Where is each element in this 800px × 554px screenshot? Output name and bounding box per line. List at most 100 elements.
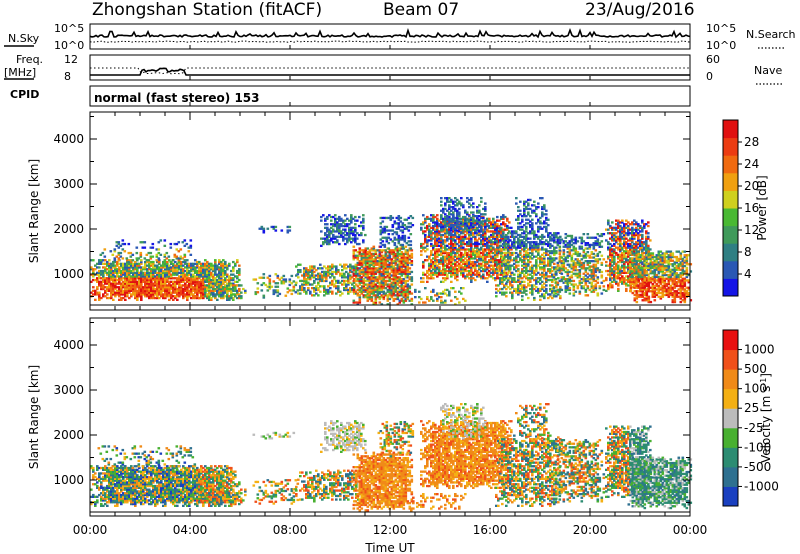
- power-cell-1035: [208, 277, 211, 280]
- power-cell-2634: [402, 301, 406, 304]
- power-cell-1091: [214, 264, 217, 267]
- power-cell-1073: [212, 269, 215, 273]
- power-cell-2758: [381, 220, 385, 223]
- power-cell-39: [98, 293, 101, 296]
- power-cell-755: [178, 289, 181, 292]
- power-cell-551: [156, 293, 159, 296]
- power-cell-476: [148, 293, 151, 296]
- power-cell-943: [198, 268, 201, 271]
- power-cell-3292: [452, 273, 455, 276]
- power-cell-1317: [147, 260, 151, 264]
- power-cell-3325: [454, 266, 457, 269]
- power-cell-127: [108, 259, 111, 262]
- power-cell-556: [156, 284, 159, 287]
- power-cell-3148: [440, 217, 443, 220]
- power-cell-880: [192, 287, 195, 291]
- power-cell-1469: [238, 296, 241, 300]
- power-cell-1990: [352, 239, 355, 242]
- power-cell-1378: [189, 244, 193, 247]
- power-cell-2437: [386, 299, 390, 302]
- power-cell-2780: [389, 238, 393, 241]
- power-cell-148: [112, 293, 115, 296]
- power-cell-3626: [476, 251, 479, 255]
- power-cell-3575: [472, 250, 475, 253]
- power-cell-3096: [436, 223, 439, 226]
- power-cell-3046: [434, 266, 437, 269]
- power-cell-3223: [446, 237, 449, 240]
- power-cell-3251: [448, 228, 451, 231]
- power-cell-1375: [187, 246, 191, 249]
- power-cell-1272: [113, 250, 117, 253]
- power-cell-2924: [420, 242, 423, 246]
- power-cell-2442: [386, 288, 390, 292]
- power-cell-3275: [450, 248, 453, 251]
- power-cell-863: [190, 286, 193, 289]
- power-cell-1510: [272, 291, 276, 294]
- power-cell-601: [160, 271, 163, 274]
- power-cell-644: [164, 262, 167, 265]
- power-cell-2513: [392, 283, 396, 286]
- power-cell-1089: [214, 268, 217, 271]
- power-cell-2815: [397, 216, 401, 220]
- power-cell-887: [192, 273, 195, 276]
- power-cell-4208: [484, 206, 487, 209]
- power-cell-2174: [364, 258, 368, 261]
- power-cell-2078: [356, 292, 360, 295]
- power-cell-517: [152, 289, 155, 292]
- power-cell-2511: [392, 287, 396, 290]
- power-cell-2242: [370, 287, 374, 290]
- power-cell-1389: [198, 289, 201, 292]
- power-cell-3540: [470, 264, 473, 267]
- power-cell-85: [104, 282, 107, 285]
- date-title: 23/Aug/2016: [585, 0, 695, 20]
- power-cell-3161: [442, 259, 445, 262]
- power-cell-2417: [384, 287, 388, 290]
- power-cell-227: [120, 273, 123, 276]
- power-cell-25: [96, 293, 99, 296]
- power-cell-2035: [262, 227, 266, 230]
- power-cell-1138: [220, 282, 223, 285]
- power-cell-1092: [214, 262, 217, 265]
- power-cell-2423: [384, 270, 388, 274]
- power-cell-3542: [470, 260, 473, 264]
- power-cell-927: [196, 264, 199, 267]
- power-cell-2555: [394, 247, 398, 250]
- power-cell-1719: [331, 279, 334, 283]
- power-cell-2430: [384, 258, 388, 261]
- power-cell-3156: [442, 268, 445, 271]
- power-cell-3349: [456, 278, 459, 282]
- power-cell-155: [112, 280, 115, 283]
- power-cell-2182: [366, 297, 370, 301]
- power-cell-2797: [393, 220, 397, 223]
- power-cell-2677: [404, 261, 408, 265]
- power-cell-3386: [458, 244, 461, 247]
- power-cell-1824: [355, 292, 358, 295]
- power-cell-2059: [352, 254, 356, 257]
- power-cell-2108: [358, 261, 362, 265]
- power-cell-2294: [374, 297, 378, 301]
- power-cell-2358: [378, 258, 382, 261]
- power-cell-2949: [424, 239, 427, 242]
- power-cell-1273: [113, 248, 117, 251]
- power-cell-3504: [468, 269, 471, 273]
- power-cell-65: [100, 259, 103, 262]
- power-cell-2608: [400, 294, 404, 297]
- power-cell-2044: [286, 229, 290, 232]
- power-cell-1174: [224, 284, 227, 287]
- power-cell-3125: [440, 269, 443, 273]
- power-cell-103: [106, 277, 109, 280]
- power-cell-595: [160, 282, 163, 285]
- power-cell-3254: [448, 223, 451, 226]
- power-cell-3220: [446, 248, 449, 251]
- power-cell-771: [180, 293, 183, 296]
- power-cell-1278: [117, 257, 121, 260]
- power-cell-1171: [224, 289, 227, 292]
- power-cell-2835: [403, 240, 407, 243]
- power-cell-1423: [214, 296, 217, 300]
- power-cell-2359: [378, 256, 382, 259]
- power-cell-462: [146, 282, 149, 285]
- power-cell-3187: [444, 257, 447, 260]
- power-cell-2805: [397, 242, 401, 245]
- power-cell-2415: [384, 294, 388, 297]
- power-cell-2880: [432, 288, 435, 292]
